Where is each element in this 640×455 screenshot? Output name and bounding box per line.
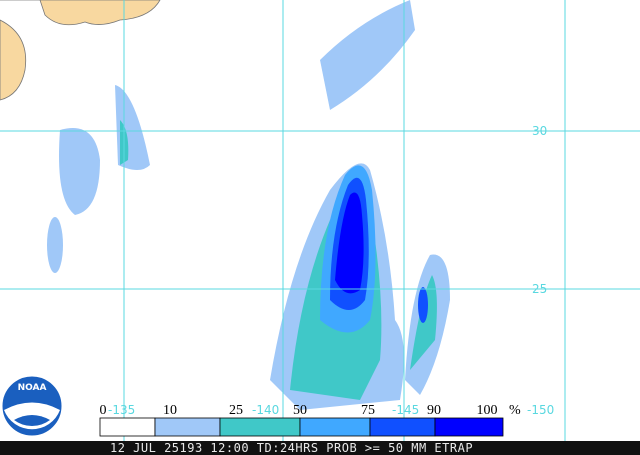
graticule [0,0,640,441]
footer-text: 12 JUL 25193 12:00 TD:24HRS PROB >= 50 M… [110,441,473,455]
legend-label: 50 [293,403,307,418]
legend-swatch [154,417,221,437]
latitude-label: 30 [532,124,547,138]
longitude-label: -145 [392,403,419,417]
legend-label: 100 [477,403,498,418]
footer-bar [0,441,640,455]
legend: 0 10 25 50 75 90 100% [99,403,521,437]
land [0,0,161,101]
longitude-label: -150 [527,403,554,417]
legend-swatch [299,417,371,437]
legend-swatch [369,417,436,437]
legend-unit: % [509,403,521,418]
legend-label: 25 [229,403,243,418]
legend-swatch [434,417,504,437]
longitude-label: -135 [108,403,135,417]
legend-label: 90 [427,403,441,418]
noaa-logo: NOAA [1,375,63,437]
longitude-label: -140 [252,403,279,417]
probability-areas [47,0,450,410]
legend-label: 75 [361,403,375,418]
legend-label: 10 [163,403,177,418]
legend-label: 0 [100,403,107,418]
logo-text: NOAA [18,383,47,393]
latitude-label: 25 [532,282,547,296]
legend-swatch [219,417,301,437]
legend-swatch [99,417,156,437]
